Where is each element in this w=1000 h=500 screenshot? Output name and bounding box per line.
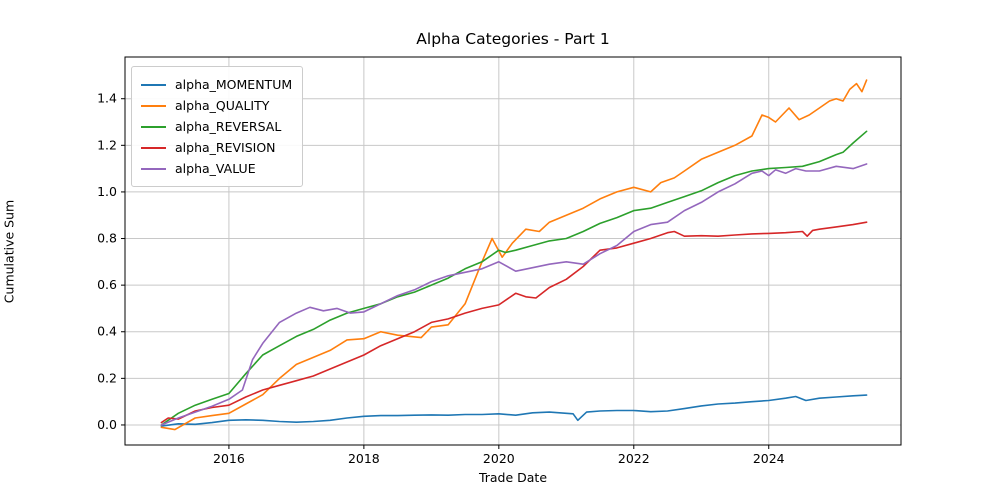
legend-label: alpha_REVISION	[175, 140, 276, 155]
y-axis-label: Cumulative Sum	[1, 199, 17, 304]
legend-item: alpha_REVISION	[141, 137, 292, 158]
series-line-alpha_REVERSAL	[160, 130, 868, 426]
x-tick-label: 2018	[348, 451, 380, 466]
x-tick-label: 2022	[618, 451, 650, 466]
series-line-alpha_MOMENTUM	[160, 394, 868, 427]
legend-item: alpha_QUALITY	[141, 95, 292, 116]
x-tick-label: 2016	[213, 451, 245, 466]
legend: alpha_MOMENTUM alpha_QUALITY alpha_REVERSA…	[131, 66, 304, 187]
y-tick-label: 1.2	[97, 137, 117, 152]
legend-label: alpha_QUALITY	[175, 98, 270, 113]
legend-item: alpha_REVERSAL	[141, 116, 292, 137]
y-tick-label: 0.0	[97, 417, 117, 432]
legend-line-swatch	[141, 125, 166, 128]
legend-label: alpha_REVERSAL	[175, 119, 282, 134]
legend-label: alpha_VALUE	[175, 161, 256, 176]
legend-line-swatch	[141, 167, 166, 170]
legend-line-swatch	[141, 83, 166, 86]
legend-item: alpha_VALUE	[141, 158, 292, 179]
legend-item: alpha_MOMENTUM	[141, 74, 292, 95]
y-tick-label: 1.4	[97, 91, 117, 106]
chart-title: Alpha Categories - Part 1	[416, 30, 610, 48]
y-tick-label: 0.4	[97, 324, 117, 339]
legend-line-swatch	[141, 146, 166, 149]
y-tick-label: 0.8	[97, 231, 117, 246]
series-line-alpha_VALUE	[160, 163, 868, 426]
y-tick-label: 0.2	[97, 370, 117, 385]
x-tick-label: 2024	[753, 451, 785, 466]
series-line-alpha_REVISION	[160, 221, 868, 424]
plot-border	[124, 56, 902, 446]
x-tick-label: 2020	[483, 451, 515, 466]
x-axis-label: Trade Date	[478, 470, 548, 485]
series-line-alpha_QUALITY	[160, 79, 868, 431]
y-tick-label: 0.6	[97, 277, 117, 292]
y-tick-label: 1.0	[97, 184, 117, 199]
legend-line-swatch	[141, 104, 166, 107]
legend-label: alpha_MOMENTUM	[175, 77, 293, 92]
